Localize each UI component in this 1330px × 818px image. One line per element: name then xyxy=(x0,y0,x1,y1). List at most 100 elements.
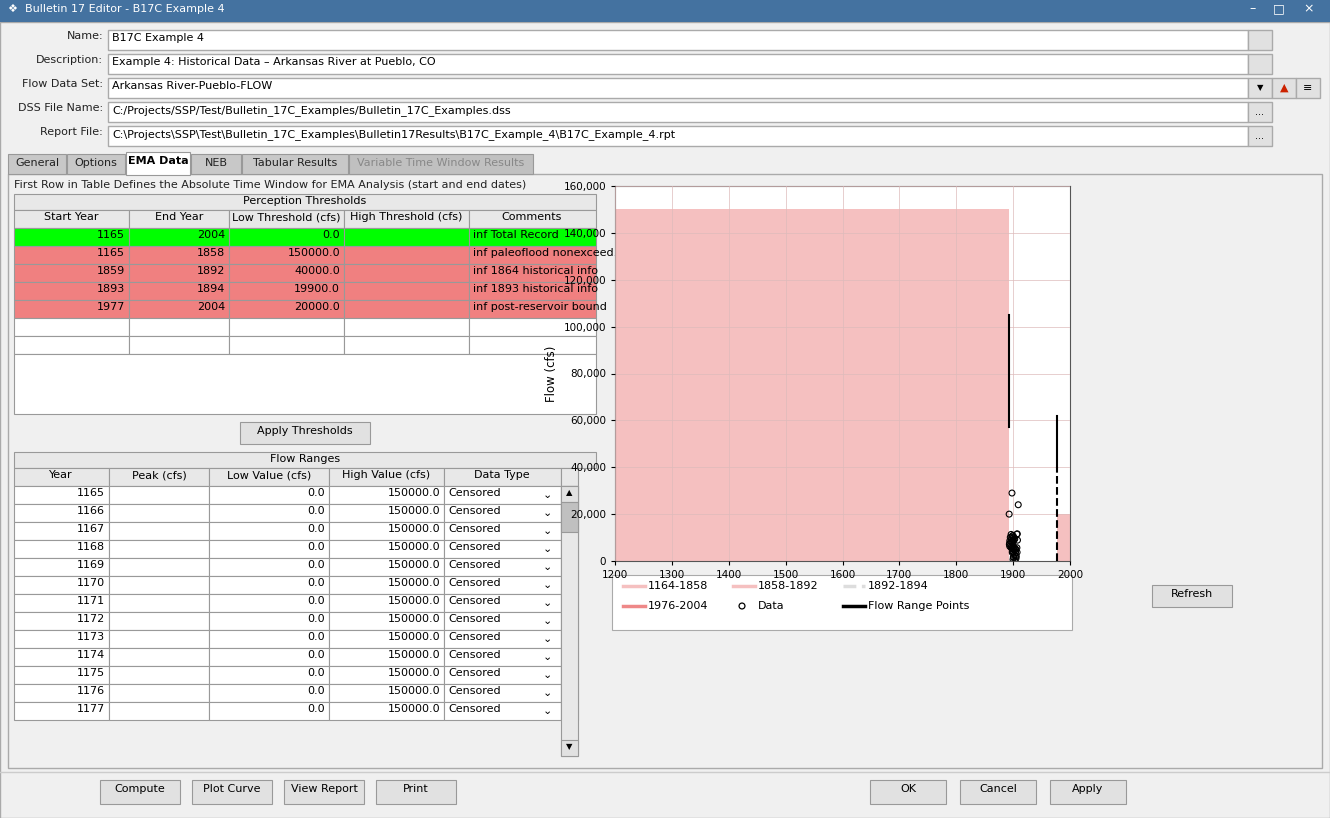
Bar xyxy=(469,282,596,300)
Bar xyxy=(444,612,561,630)
Text: Refresh: Refresh xyxy=(1170,589,1213,599)
Bar xyxy=(1049,780,1127,804)
Text: Description:: Description: xyxy=(36,55,102,65)
Text: Flow Data Set:: Flow Data Set: xyxy=(23,79,102,89)
Point xyxy=(1005,546,1027,559)
Text: 1858-1892: 1858-1892 xyxy=(758,581,819,591)
Text: 1165: 1165 xyxy=(97,230,125,240)
Bar xyxy=(15,336,129,354)
Bar xyxy=(329,666,444,684)
Bar xyxy=(444,468,561,486)
Bar xyxy=(15,264,129,282)
Point xyxy=(1003,533,1024,546)
Bar xyxy=(1152,585,1232,607)
Bar xyxy=(126,152,190,175)
Point xyxy=(1001,532,1023,545)
Bar xyxy=(109,684,209,702)
Text: ...: ... xyxy=(1256,131,1265,141)
Bar xyxy=(348,154,533,174)
Text: 150000.0: 150000.0 xyxy=(387,596,440,606)
Point xyxy=(1001,545,1023,558)
Bar xyxy=(329,522,444,540)
Point xyxy=(1007,533,1028,546)
Bar xyxy=(561,558,579,576)
Point xyxy=(1001,542,1023,555)
Text: Censored: Censored xyxy=(448,632,500,642)
Text: 1165: 1165 xyxy=(77,488,105,498)
Point xyxy=(1008,498,1029,511)
Text: ⌄: ⌄ xyxy=(543,616,552,626)
Text: 0.0: 0.0 xyxy=(307,542,325,552)
Text: 0.0: 0.0 xyxy=(307,686,325,696)
Point xyxy=(1003,553,1024,566)
Text: B17C Example 4: B17C Example 4 xyxy=(112,33,203,43)
Bar xyxy=(229,318,344,336)
Point xyxy=(999,537,1020,551)
Bar xyxy=(561,576,579,594)
Point xyxy=(1007,542,1028,555)
Point xyxy=(1001,542,1023,555)
Bar xyxy=(469,264,596,282)
Bar xyxy=(8,174,1322,768)
Bar xyxy=(109,540,209,558)
Text: 20000.0: 20000.0 xyxy=(294,302,340,312)
Bar xyxy=(376,780,456,804)
Bar xyxy=(561,502,579,532)
Text: Arkansas River-Pueblo-FLOW: Arkansas River-Pueblo-FLOW xyxy=(112,81,273,91)
Bar xyxy=(239,422,370,444)
Bar xyxy=(444,594,561,612)
Text: 1169: 1169 xyxy=(77,560,105,570)
Bar xyxy=(108,78,1248,98)
Text: Print: Print xyxy=(403,784,428,794)
Text: 0.0: 0.0 xyxy=(307,632,325,642)
Text: Start Year: Start Year xyxy=(44,212,98,222)
Text: Report File:: Report File: xyxy=(40,127,102,137)
Text: ❖  Bulletin 17 Editor - B17C Example 4: ❖ Bulletin 17 Editor - B17C Example 4 xyxy=(8,4,225,14)
Text: 1977: 1977 xyxy=(97,302,125,312)
Text: 1175: 1175 xyxy=(77,668,105,678)
Point xyxy=(1001,546,1023,559)
Bar xyxy=(129,318,229,336)
Bar xyxy=(108,30,1248,50)
Bar xyxy=(109,702,209,720)
Bar xyxy=(129,246,229,264)
Text: 2004: 2004 xyxy=(197,230,225,240)
Bar xyxy=(209,648,329,666)
Bar xyxy=(229,228,344,246)
Text: 0.0: 0.0 xyxy=(307,614,325,624)
Bar xyxy=(329,648,444,666)
Bar xyxy=(129,210,229,228)
Text: C:\Projects\SSP\Test\Bulletin_17C_Examples\Bulletin17Results\B17C_Example_4\B17C: C:\Projects\SSP\Test\Bulletin_17C_Exampl… xyxy=(112,129,676,140)
Bar xyxy=(209,666,329,684)
Bar xyxy=(15,540,109,558)
Text: 1167: 1167 xyxy=(77,524,105,534)
Bar xyxy=(129,282,229,300)
Bar xyxy=(444,630,561,648)
Bar xyxy=(344,228,469,246)
Text: 150000.0: 150000.0 xyxy=(387,704,440,714)
Point xyxy=(1007,528,1028,541)
Text: inf paleoflood nonexceed...: inf paleoflood nonexceed... xyxy=(473,248,625,258)
Text: Comments: Comments xyxy=(501,212,563,222)
Bar xyxy=(561,740,579,756)
Text: 150000.0: 150000.0 xyxy=(387,542,440,552)
Bar xyxy=(344,246,469,264)
Text: Flow Range Points: Flow Range Points xyxy=(868,601,970,611)
Bar xyxy=(561,648,579,666)
Text: 0.0: 0.0 xyxy=(307,506,325,516)
Text: Censored: Censored xyxy=(448,596,500,606)
Bar xyxy=(990,209,1008,561)
Point xyxy=(732,600,753,613)
Bar xyxy=(229,282,344,300)
Text: 150000.0: 150000.0 xyxy=(387,560,440,570)
Text: ▲: ▲ xyxy=(1279,83,1289,93)
Text: inf post-reservoir bound: inf post-reservoir bound xyxy=(473,302,606,312)
Text: ⌄: ⌄ xyxy=(543,706,552,716)
Text: Censored: Censored xyxy=(448,614,500,624)
Bar xyxy=(100,780,180,804)
Bar xyxy=(108,54,1248,74)
Text: 150000.0: 150000.0 xyxy=(387,506,440,516)
Text: 1174: 1174 xyxy=(77,650,105,660)
Bar xyxy=(229,264,344,282)
Text: ⌄: ⌄ xyxy=(543,670,552,680)
